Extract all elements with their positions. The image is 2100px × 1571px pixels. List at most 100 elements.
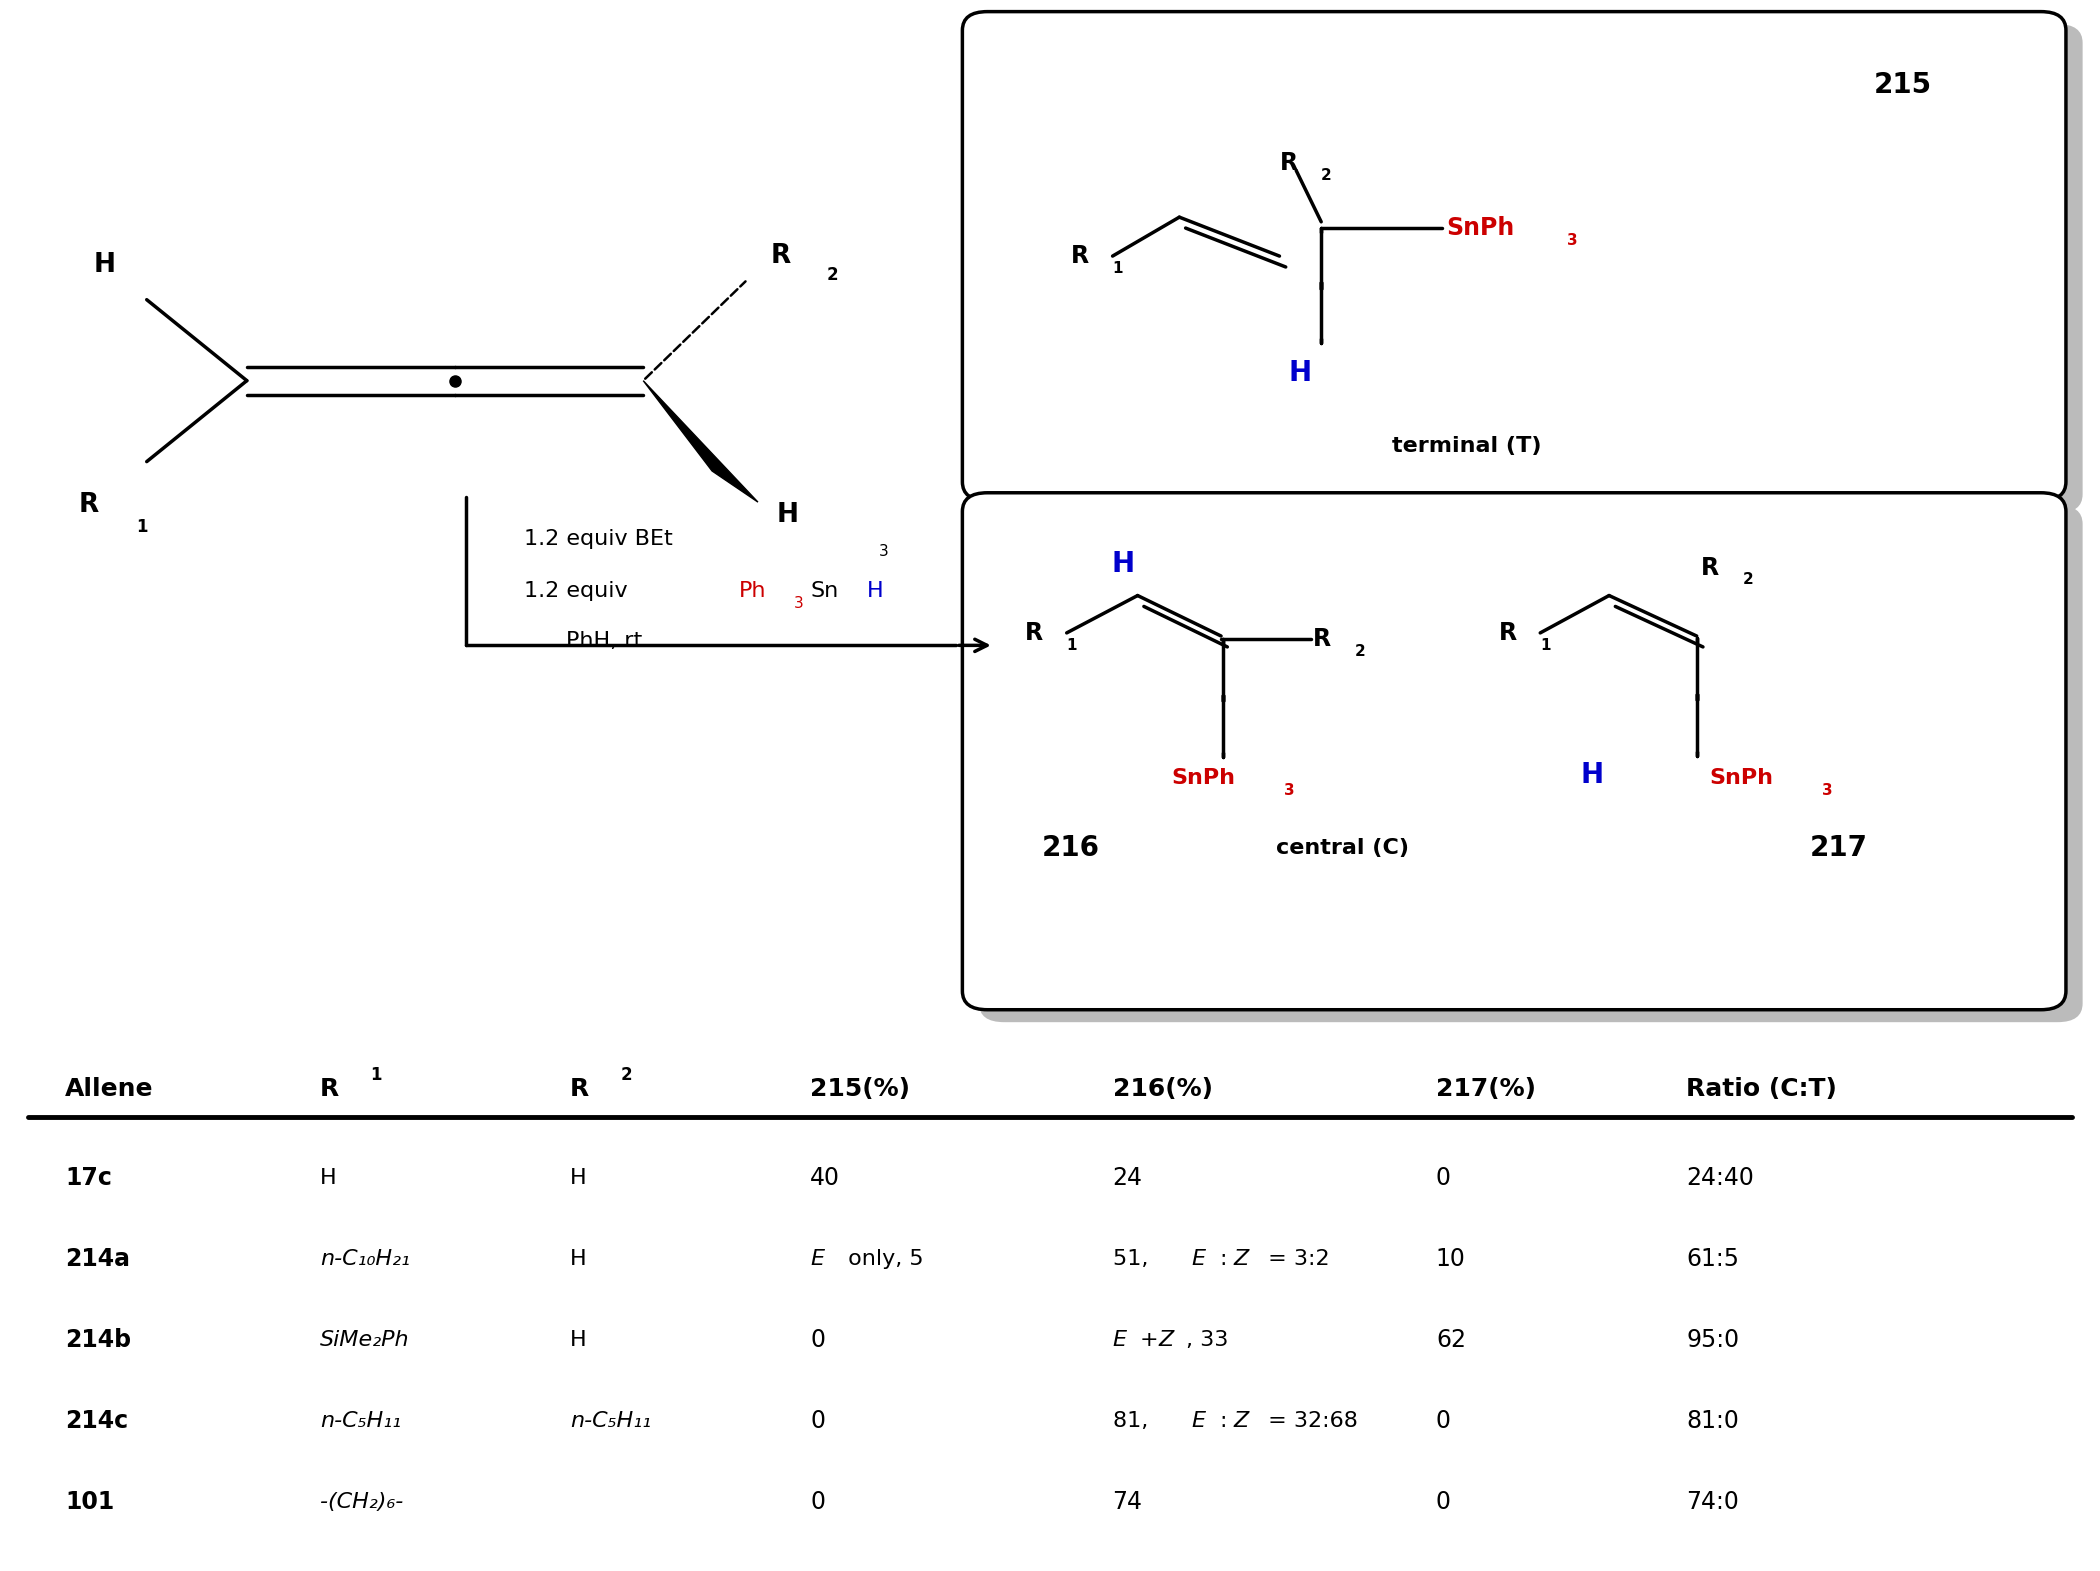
Text: Z: Z xyxy=(1233,1249,1249,1269)
Text: H: H xyxy=(1111,550,1134,578)
Text: 62: 62 xyxy=(1436,1327,1466,1351)
Text: Ph: Ph xyxy=(739,581,766,600)
Text: central (C): central (C) xyxy=(1275,837,1409,858)
Text: 10: 10 xyxy=(1436,1247,1466,1271)
Text: 101: 101 xyxy=(65,1489,116,1514)
Text: 0: 0 xyxy=(1436,1409,1451,1433)
Text: 1: 1 xyxy=(1067,638,1077,654)
Text: 3: 3 xyxy=(880,545,888,559)
Text: 214c: 214c xyxy=(65,1409,128,1433)
Text: n-C₁₀H₂₁: n-C₁₀H₂₁ xyxy=(319,1249,410,1269)
Text: +: + xyxy=(1140,1329,1159,1349)
Text: R: R xyxy=(1279,151,1298,174)
Text: 214b: 214b xyxy=(65,1327,132,1351)
Text: 24:40: 24:40 xyxy=(1686,1166,1754,1189)
Text: 51,: 51, xyxy=(1113,1249,1155,1269)
Text: n-C₅H₁₁: n-C₅H₁₁ xyxy=(571,1411,651,1431)
Text: 2: 2 xyxy=(1354,644,1365,660)
Text: 3: 3 xyxy=(1283,782,1294,798)
Text: 40: 40 xyxy=(811,1166,840,1189)
Text: Allene: Allene xyxy=(65,1078,153,1101)
Text: H: H xyxy=(571,1249,586,1269)
Text: 0: 0 xyxy=(1436,1489,1451,1514)
Text: 81:0: 81:0 xyxy=(1686,1409,1739,1433)
Text: 74:0: 74:0 xyxy=(1686,1489,1739,1514)
FancyBboxPatch shape xyxy=(979,506,2083,1023)
Text: R: R xyxy=(319,1078,338,1101)
Text: 0: 0 xyxy=(811,1489,825,1514)
Text: 3: 3 xyxy=(1823,782,1833,798)
Text: 0: 0 xyxy=(811,1409,825,1433)
Text: terminal (T): terminal (T) xyxy=(1392,437,1541,456)
Text: E: E xyxy=(1193,1249,1205,1269)
Text: 2: 2 xyxy=(620,1067,632,1084)
Text: 81,: 81, xyxy=(1113,1411,1155,1431)
Text: H: H xyxy=(319,1167,336,1188)
Text: R: R xyxy=(1499,621,1516,646)
Text: 1: 1 xyxy=(370,1067,382,1084)
Text: 74: 74 xyxy=(1113,1489,1142,1514)
Text: 2: 2 xyxy=(1321,168,1331,182)
Text: H: H xyxy=(571,1167,586,1188)
Text: 1: 1 xyxy=(1113,261,1124,276)
Text: 24: 24 xyxy=(1113,1166,1142,1189)
Text: R: R xyxy=(1701,556,1720,580)
Text: = 3:2: = 3:2 xyxy=(1260,1249,1329,1269)
Text: 0: 0 xyxy=(1436,1166,1451,1189)
Text: 1.2 equiv: 1.2 equiv xyxy=(525,581,634,600)
Text: 2: 2 xyxy=(1743,572,1754,588)
Text: -(CH₂)₆-: -(CH₂)₆- xyxy=(319,1492,403,1511)
Text: Sn: Sn xyxy=(811,581,838,600)
FancyBboxPatch shape xyxy=(979,24,2083,514)
Text: Z: Z xyxy=(1159,1329,1174,1349)
Text: R: R xyxy=(1312,627,1331,650)
Text: Ratio (C:T): Ratio (C:T) xyxy=(1686,1078,1838,1101)
Text: Z: Z xyxy=(1233,1411,1249,1431)
Text: SiMe₂Ph: SiMe₂Ph xyxy=(319,1329,410,1349)
Text: only, 5: only, 5 xyxy=(842,1249,924,1269)
Text: = 32:68: = 32:68 xyxy=(1260,1411,1357,1431)
Text: R: R xyxy=(771,244,792,269)
Text: 217(%): 217(%) xyxy=(1436,1078,1535,1101)
Text: 17c: 17c xyxy=(65,1166,111,1189)
Text: 1.2 equiv BEt: 1.2 equiv BEt xyxy=(525,529,672,550)
Text: R: R xyxy=(571,1078,590,1101)
Polygon shape xyxy=(643,380,758,503)
Text: 216: 216 xyxy=(1042,834,1100,862)
Text: , 33: , 33 xyxy=(1186,1329,1228,1349)
Text: E: E xyxy=(1193,1411,1205,1431)
Text: 1: 1 xyxy=(1539,638,1550,654)
Text: :: : xyxy=(1218,1411,1226,1431)
Text: H: H xyxy=(571,1329,586,1349)
Text: 3: 3 xyxy=(1567,233,1577,248)
Text: 95:0: 95:0 xyxy=(1686,1327,1739,1351)
Text: SnPh: SnPh xyxy=(1172,768,1235,787)
Text: :: : xyxy=(1218,1249,1226,1269)
Text: SnPh: SnPh xyxy=(1447,217,1514,240)
Text: 217: 217 xyxy=(1810,834,1867,862)
Text: 215(%): 215(%) xyxy=(811,1078,909,1101)
Text: 1: 1 xyxy=(136,518,147,536)
Text: H: H xyxy=(1289,358,1312,386)
Text: H: H xyxy=(867,581,882,600)
Text: 2: 2 xyxy=(827,265,838,284)
Text: H: H xyxy=(94,253,116,278)
FancyBboxPatch shape xyxy=(962,11,2066,501)
Text: H: H xyxy=(1581,760,1604,789)
Text: R: R xyxy=(78,492,99,518)
Text: 214a: 214a xyxy=(65,1247,130,1271)
FancyBboxPatch shape xyxy=(962,493,2066,1010)
Text: 0: 0 xyxy=(811,1327,825,1351)
Text: H: H xyxy=(777,501,798,528)
Text: E: E xyxy=(811,1249,823,1269)
Text: n-C₅H₁₁: n-C₅H₁₁ xyxy=(319,1411,401,1431)
Text: 61:5: 61:5 xyxy=(1686,1247,1739,1271)
Text: 215: 215 xyxy=(1873,71,1932,99)
Text: R: R xyxy=(1025,621,1044,646)
Text: SnPh: SnPh xyxy=(1709,768,1772,787)
Text: R: R xyxy=(1071,244,1090,269)
Text: E: E xyxy=(1113,1329,1126,1349)
Text: PhH, rt: PhH, rt xyxy=(567,630,643,650)
Text: 216(%): 216(%) xyxy=(1113,1078,1212,1101)
Text: 3: 3 xyxy=(794,595,802,611)
